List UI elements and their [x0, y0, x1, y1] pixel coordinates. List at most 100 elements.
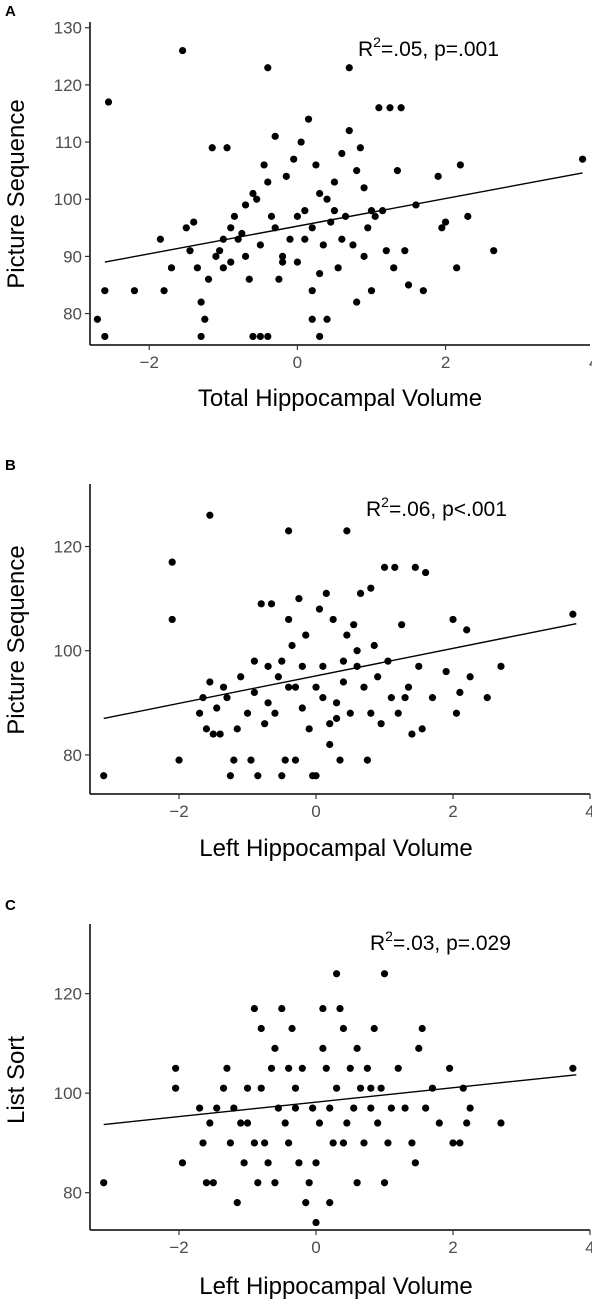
scatter-point [371, 212, 379, 220]
scatter-point [353, 1044, 361, 1052]
scatter-point [172, 1084, 180, 1092]
scatter-point [302, 1199, 310, 1207]
scatter-point [418, 1024, 426, 1033]
scatter-point [178, 46, 187, 55]
scatter-point [367, 1104, 375, 1112]
scatter-point [271, 709, 279, 717]
r2-superscript: 2 [381, 494, 389, 510]
scatter-point [288, 641, 296, 650]
scatter-point [332, 714, 341, 723]
scatter-point [182, 224, 190, 232]
scatter-point [178, 1159, 187, 1167]
scatter-point [569, 610, 577, 618]
scatter-point [339, 1139, 348, 1147]
scatter-point [253, 195, 261, 203]
scatter-point [459, 1084, 467, 1092]
scatter-point [202, 1179, 211, 1187]
r2-label: R [358, 38, 373, 61]
scatter-point [282, 172, 290, 180]
scatter-point [345, 127, 353, 135]
scatter-point [350, 1104, 358, 1112]
scatter-point [257, 1084, 265, 1092]
scatter-point [312, 683, 320, 691]
scatter-point [201, 315, 209, 323]
scatter-point [243, 709, 252, 717]
scatter-point [408, 730, 416, 738]
scatter-point [206, 511, 214, 519]
scatter-point [264, 332, 272, 341]
scatter-point [322, 1064, 330, 1072]
regression-line [104, 172, 583, 263]
y-axis-title: List Sort [3, 1036, 30, 1124]
scatter-point [295, 595, 303, 603]
scatter-point [319, 241, 327, 249]
scatter-point [264, 1159, 272, 1167]
scatter-point [370, 641, 378, 650]
scatter-point [312, 161, 320, 169]
scatter-point [257, 600, 265, 608]
scatter-point [237, 1119, 245, 1127]
scatter-point [285, 527, 293, 535]
scatter-point [293, 258, 302, 266]
scatter-point [208, 144, 216, 152]
y-tick-label: 120 [54, 76, 82, 95]
scatter-point [267, 1064, 276, 1072]
scatter-point [397, 104, 405, 112]
scatter-point [315, 1119, 324, 1127]
scatter-point [264, 178, 272, 186]
scatter-point [374, 673, 382, 681]
y-tick-label: 120 [54, 538, 82, 557]
scatter-point [326, 740, 334, 749]
scatter-point [227, 224, 235, 232]
scatter-point [195, 1104, 204, 1112]
scatter-point [216, 730, 224, 738]
scatter-point [356, 144, 364, 152]
scatter-point [186, 247, 194, 255]
scatter-point [290, 155, 298, 163]
scatter-point [380, 1179, 389, 1187]
x-tick-label: 2 [441, 353, 450, 372]
scatter-point [434, 172, 442, 180]
scatter-point [291, 756, 300, 764]
scatter-point [330, 207, 339, 215]
x-tick-label: 4 [589, 353, 592, 372]
x-axis-title: Left Hippocampal Volume [199, 1273, 473, 1300]
scatter-point [442, 667, 450, 676]
scatter-point [213, 1104, 221, 1112]
scatter-point [254, 772, 262, 780]
scatter-point [305, 725, 313, 733]
scatter-point [202, 725, 211, 733]
scatter-point [308, 287, 316, 295]
scatter-point [281, 1119, 289, 1127]
scatter-point [497, 662, 505, 670]
scatter-point [237, 673, 245, 681]
x-tick-label: 2 [448, 1238, 457, 1257]
scatter-point [285, 615, 293, 624]
r2-rest: =.05, p=.001 [381, 38, 499, 61]
scatter-point [206, 1119, 214, 1127]
scatter-point [93, 315, 102, 323]
scatter-point [329, 1139, 337, 1147]
scatter-point [360, 1139, 368, 1147]
scatter-point [267, 212, 276, 220]
scatter-point [319, 694, 327, 702]
scatter-point [456, 1139, 464, 1147]
scatter-point [338, 235, 346, 243]
scatter-point [226, 772, 235, 780]
y-tick-label: 100 [54, 1084, 82, 1103]
scatter-point [197, 332, 205, 341]
scatter-point [367, 1084, 375, 1092]
scatter-point [261, 720, 269, 728]
scatter-point [130, 287, 139, 295]
scatter-point [257, 1024, 265, 1033]
scatter-point [304, 115, 313, 123]
scatter-point [319, 662, 327, 670]
scatter-point [278, 258, 287, 266]
scatter-point [291, 1084, 300, 1092]
scatter-point [441, 218, 450, 226]
scatter-point [168, 615, 176, 624]
scatter-point [100, 1179, 108, 1187]
y-axis-title: Picture Sequence [3, 99, 30, 288]
scatter-point [463, 626, 471, 634]
